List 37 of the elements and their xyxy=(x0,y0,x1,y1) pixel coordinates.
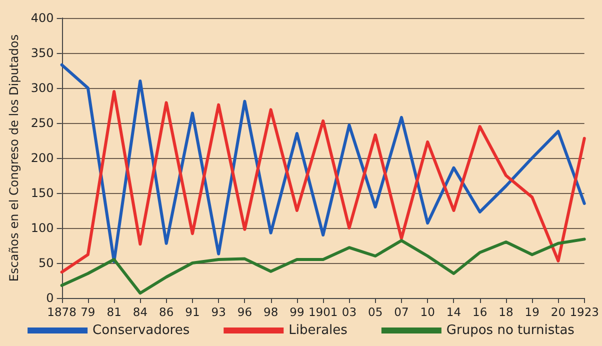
x-tick-label: 96 xyxy=(237,305,252,319)
y-tick-label: 50 xyxy=(38,256,54,270)
x-tick-label: 98 xyxy=(264,305,278,319)
x-tick-label: 03 xyxy=(342,305,357,319)
x-tick-label: 14 xyxy=(446,305,462,319)
x-tick-label: 1901 xyxy=(308,305,338,319)
legend-label: Liberales xyxy=(288,323,348,338)
y-tick-label: 400 xyxy=(30,11,54,25)
line-series xyxy=(60,63,586,264)
y-tick-label: 0 xyxy=(46,291,54,305)
y-tick-label: 200 xyxy=(30,151,54,165)
x-tick-label: 05 xyxy=(368,305,383,319)
x-tick-label: 20 xyxy=(550,305,566,319)
y-tick-label: 250 xyxy=(30,116,54,130)
x-tick-label: 91 xyxy=(185,305,200,319)
line-series xyxy=(60,90,586,274)
x-tick-label: 81 xyxy=(106,305,122,319)
x-tick-label: 10 xyxy=(420,305,435,319)
x-tick-label: 07 xyxy=(394,305,409,319)
x-tick-label: 93 xyxy=(211,305,226,319)
line-series xyxy=(60,238,586,295)
x-tick-label: 16 xyxy=(472,305,488,319)
x-tick-label: 79 xyxy=(80,305,96,319)
legend-label: Conservadores xyxy=(92,323,190,338)
x-tick-label: 18 xyxy=(498,305,514,319)
y-tick-label: 350 xyxy=(30,46,54,60)
x-tick-label: 86 xyxy=(158,305,174,319)
x-tick-label: 1923 xyxy=(570,305,600,319)
x-tick-label: 19 xyxy=(524,305,540,319)
y-axis-title: Escaños en el Congreso de los Diputados xyxy=(7,34,21,282)
x-tick-label: 1878 xyxy=(47,305,76,319)
x-tick-label: 99 xyxy=(290,305,304,319)
y-tick-label: 300 xyxy=(30,81,54,95)
x-tick-label: 84 xyxy=(132,305,148,319)
legend-label: Grupos no turnistas xyxy=(446,323,575,338)
y-tick-label: 150 xyxy=(30,186,54,200)
y-tick-label: 100 xyxy=(30,221,54,235)
